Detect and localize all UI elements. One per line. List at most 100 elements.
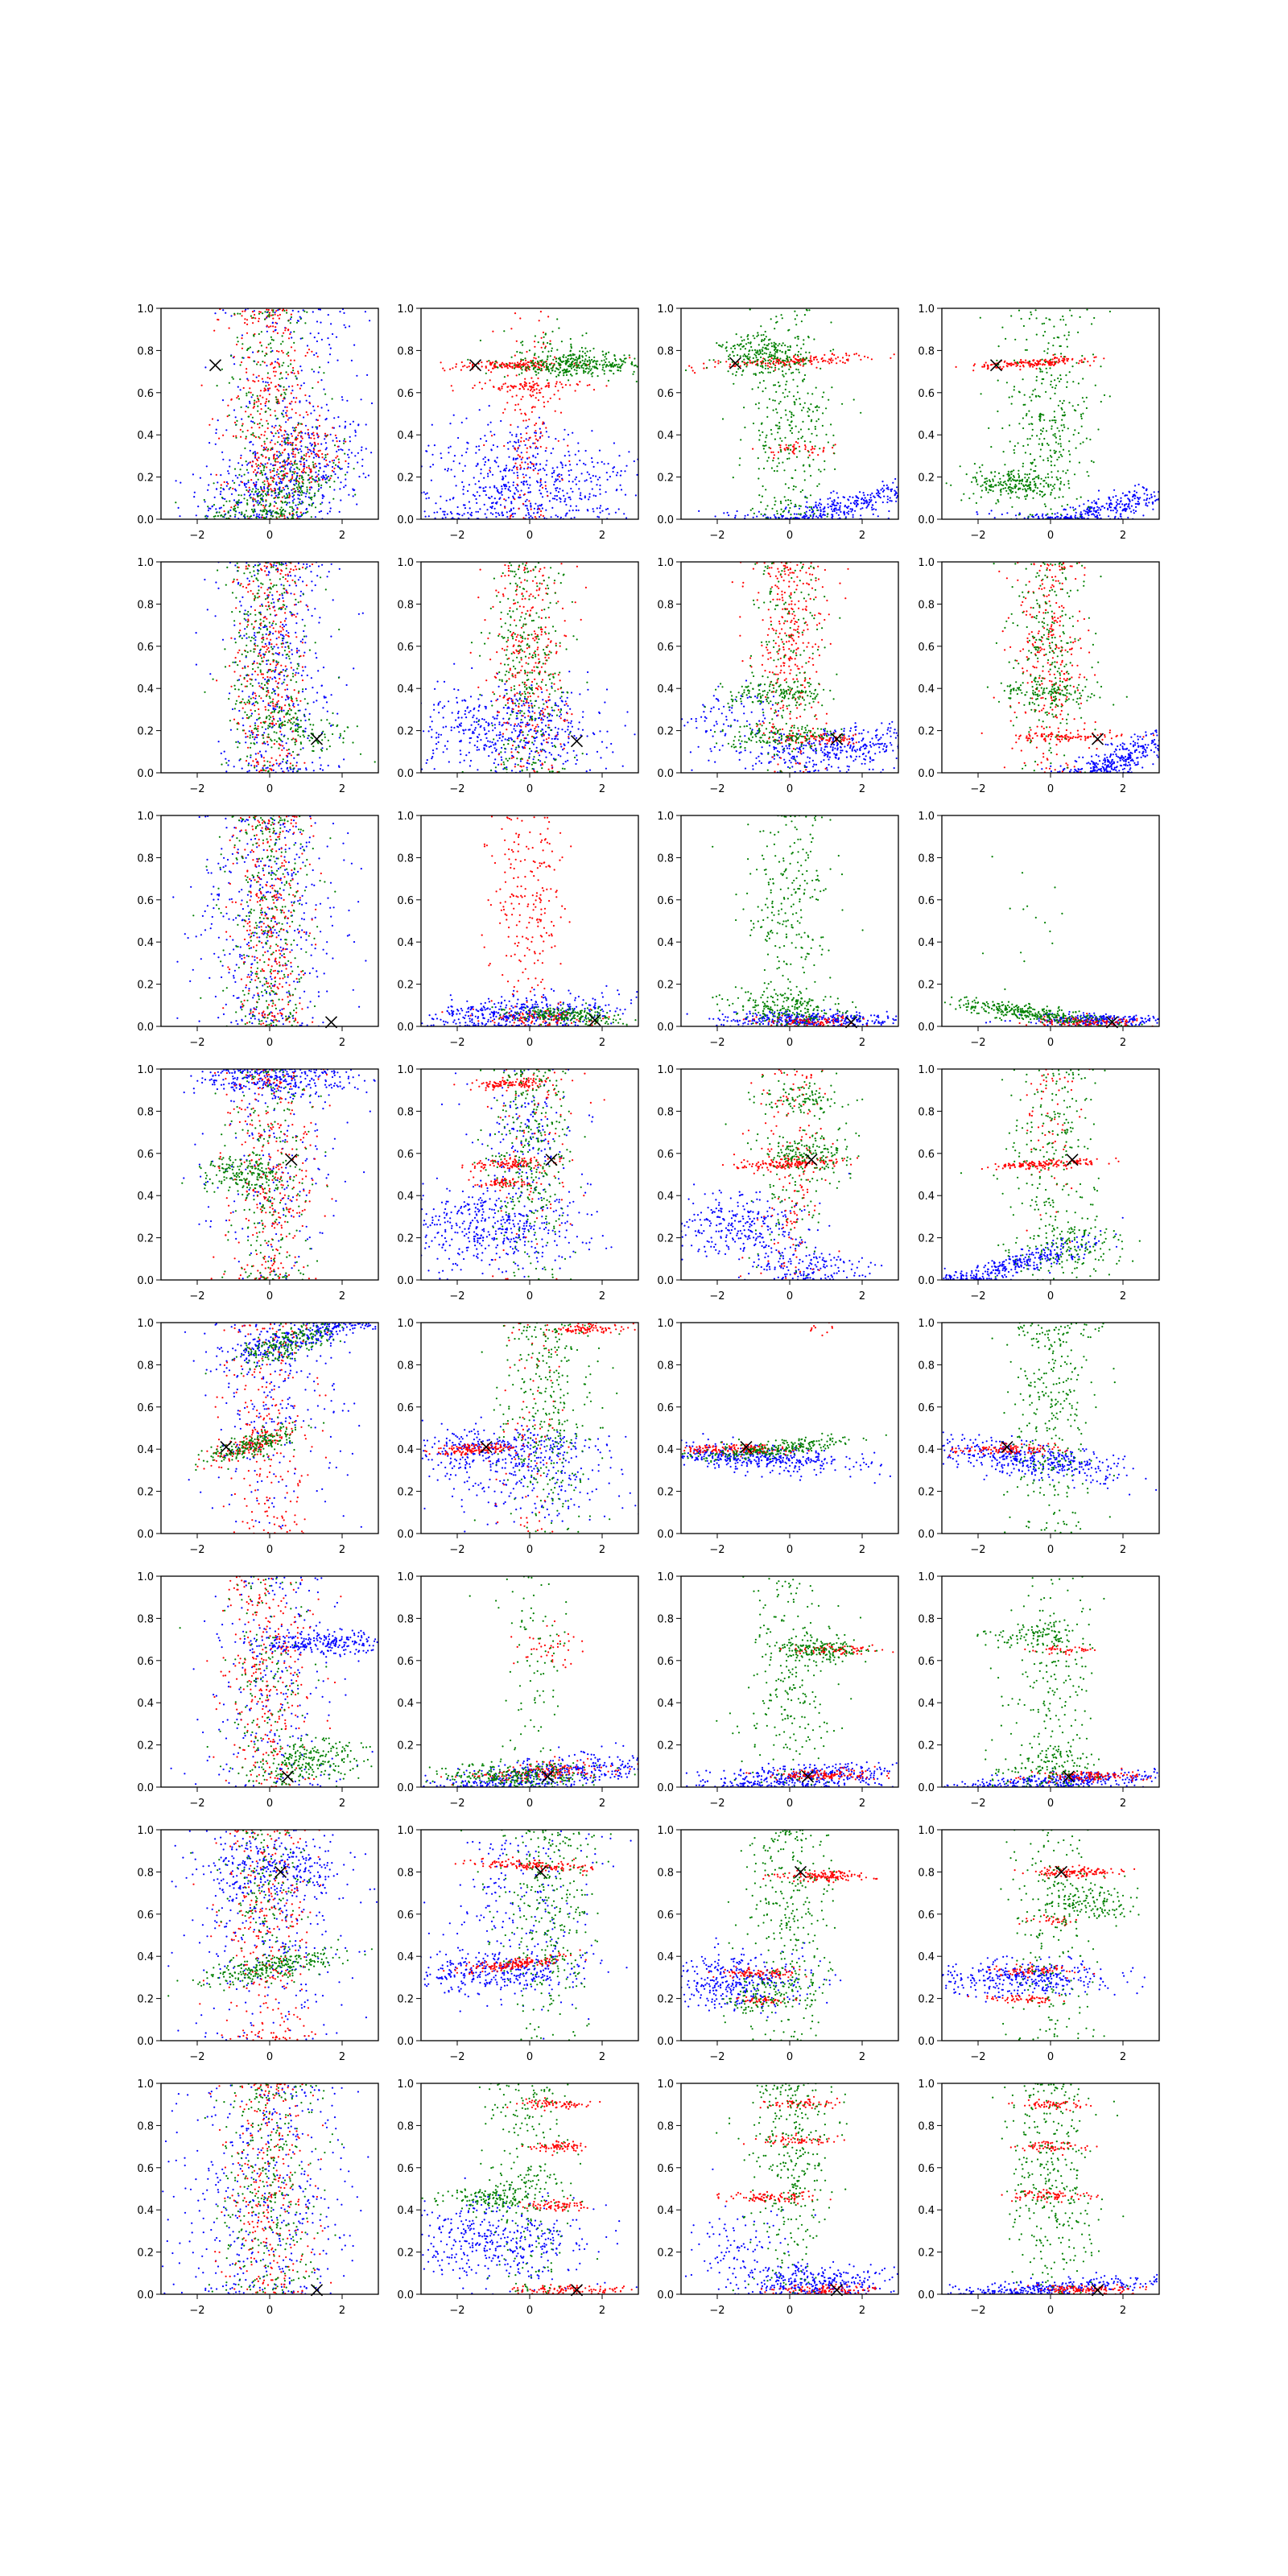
point-blue — [258, 514, 261, 516]
point-green — [579, 350, 581, 353]
point-blue — [456, 506, 459, 509]
point-red — [1052, 353, 1055, 357]
point-red — [325, 459, 328, 462]
point-blue — [241, 334, 243, 336]
point-blue — [462, 489, 464, 491]
point-blue — [1074, 508, 1077, 510]
point-blue — [628, 451, 630, 453]
point-green — [769, 338, 771, 341]
point-red — [517, 403, 519, 406]
point-blue — [275, 484, 279, 486]
point-green — [1018, 497, 1020, 499]
point-red — [250, 427, 253, 429]
point-green — [573, 359, 576, 361]
point-green — [300, 493, 303, 497]
point-green — [622, 361, 625, 363]
point-red — [274, 488, 276, 490]
point-green — [289, 506, 291, 509]
point-red — [830, 357, 832, 360]
point-green — [794, 310, 796, 312]
point-red — [526, 468, 529, 470]
point-blue — [536, 452, 539, 456]
point-blue — [313, 409, 316, 411]
point-green — [292, 514, 295, 516]
point-blue — [633, 460, 635, 463]
point-green — [762, 380, 765, 382]
point-red — [538, 320, 540, 322]
point-blue — [238, 502, 242, 504]
point-red — [528, 365, 531, 369]
point-green — [265, 517, 267, 519]
point-green — [260, 486, 262, 489]
point-blue — [347, 453, 349, 456]
point-blue — [452, 460, 455, 463]
point-green — [286, 496, 288, 498]
point-green — [1034, 486, 1037, 489]
point-blue — [532, 455, 535, 458]
point-green — [298, 469, 300, 471]
point-red — [267, 493, 270, 496]
point-blue — [271, 349, 274, 352]
point-red — [504, 506, 506, 510]
point-blue — [369, 320, 371, 322]
point-green — [823, 391, 825, 394]
point-blue — [1152, 501, 1154, 504]
point-blue — [526, 483, 529, 485]
point-green — [312, 464, 315, 466]
point-green — [521, 352, 523, 354]
point-red — [518, 507, 520, 510]
point-red — [517, 477, 519, 479]
point-red — [275, 473, 278, 476]
point-blue — [1074, 517, 1077, 519]
series-green — [467, 318, 638, 383]
point-green — [766, 407, 769, 409]
point-blue — [276, 454, 279, 456]
point-green — [769, 371, 772, 374]
point-blue — [564, 455, 566, 457]
point-red — [526, 451, 528, 453]
point-green — [324, 481, 327, 484]
point-green — [758, 429, 761, 431]
point-red — [252, 460, 254, 463]
point-green — [605, 364, 608, 367]
point-green — [803, 358, 806, 361]
point-green — [229, 500, 231, 502]
point-green — [1011, 478, 1014, 481]
point-green — [547, 350, 550, 353]
point-green — [547, 341, 549, 345]
point-red — [452, 367, 454, 369]
point-green — [758, 402, 760, 404]
point-green — [767, 359, 770, 361]
point-blue — [599, 488, 601, 491]
point-green — [289, 322, 291, 324]
point-red — [283, 437, 285, 440]
point-red — [302, 469, 304, 472]
point-red — [540, 346, 543, 349]
point-blue — [295, 514, 298, 516]
point-blue — [1109, 499, 1112, 502]
point-green — [792, 415, 795, 417]
point-red — [290, 460, 292, 463]
point-red — [299, 414, 301, 416]
point-blue — [448, 447, 450, 449]
point-blue — [865, 506, 868, 509]
point-blue — [542, 467, 544, 470]
point-red — [258, 456, 260, 459]
point-red — [260, 419, 262, 421]
point-blue — [584, 449, 587, 452]
point-blue — [561, 466, 564, 469]
point-red — [513, 385, 516, 387]
point-green — [203, 498, 205, 502]
point-red — [289, 441, 291, 444]
y-tick-label: 0.4 — [137, 430, 154, 442]
point-green — [725, 346, 728, 349]
point-blue — [493, 507, 496, 510]
x-tick-label: −2 — [449, 530, 464, 542]
point-green — [742, 345, 745, 348]
point-green — [819, 470, 822, 473]
point-green — [345, 473, 347, 476]
point-red — [985, 361, 987, 364]
point-green — [281, 502, 284, 504]
point-green — [253, 334, 255, 336]
point-blue — [278, 451, 280, 453]
